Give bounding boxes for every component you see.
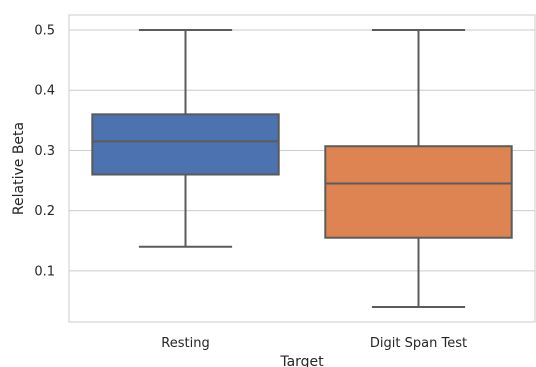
box-iqr (324, 145, 513, 239)
x-tick-labels: Resting Digit Span Test (161, 336, 467, 351)
y-tick-label: 0.5 (34, 24, 55, 39)
x-tick-label: Digit Span Test (370, 336, 467, 351)
box-iqr (91, 113, 280, 176)
x-tick-label: Resting (161, 336, 209, 351)
y-axis-label: Relative Beta (11, 122, 27, 215)
plot-frame (68, 14, 536, 323)
y-tick-label: 0.3 (34, 144, 55, 159)
y-tick-labels: 0.1 0.2 0.3 0.4 0.5 (34, 24, 55, 280)
y-tick-label: 0.4 (34, 84, 55, 99)
x-axis-label: Target (279, 354, 324, 367)
y-tick-label: 0.2 (34, 204, 55, 219)
box-group (324, 29, 513, 308)
box-group (91, 29, 280, 248)
y-tick-label: 0.1 (34, 264, 55, 279)
box-series (91, 29, 513, 308)
